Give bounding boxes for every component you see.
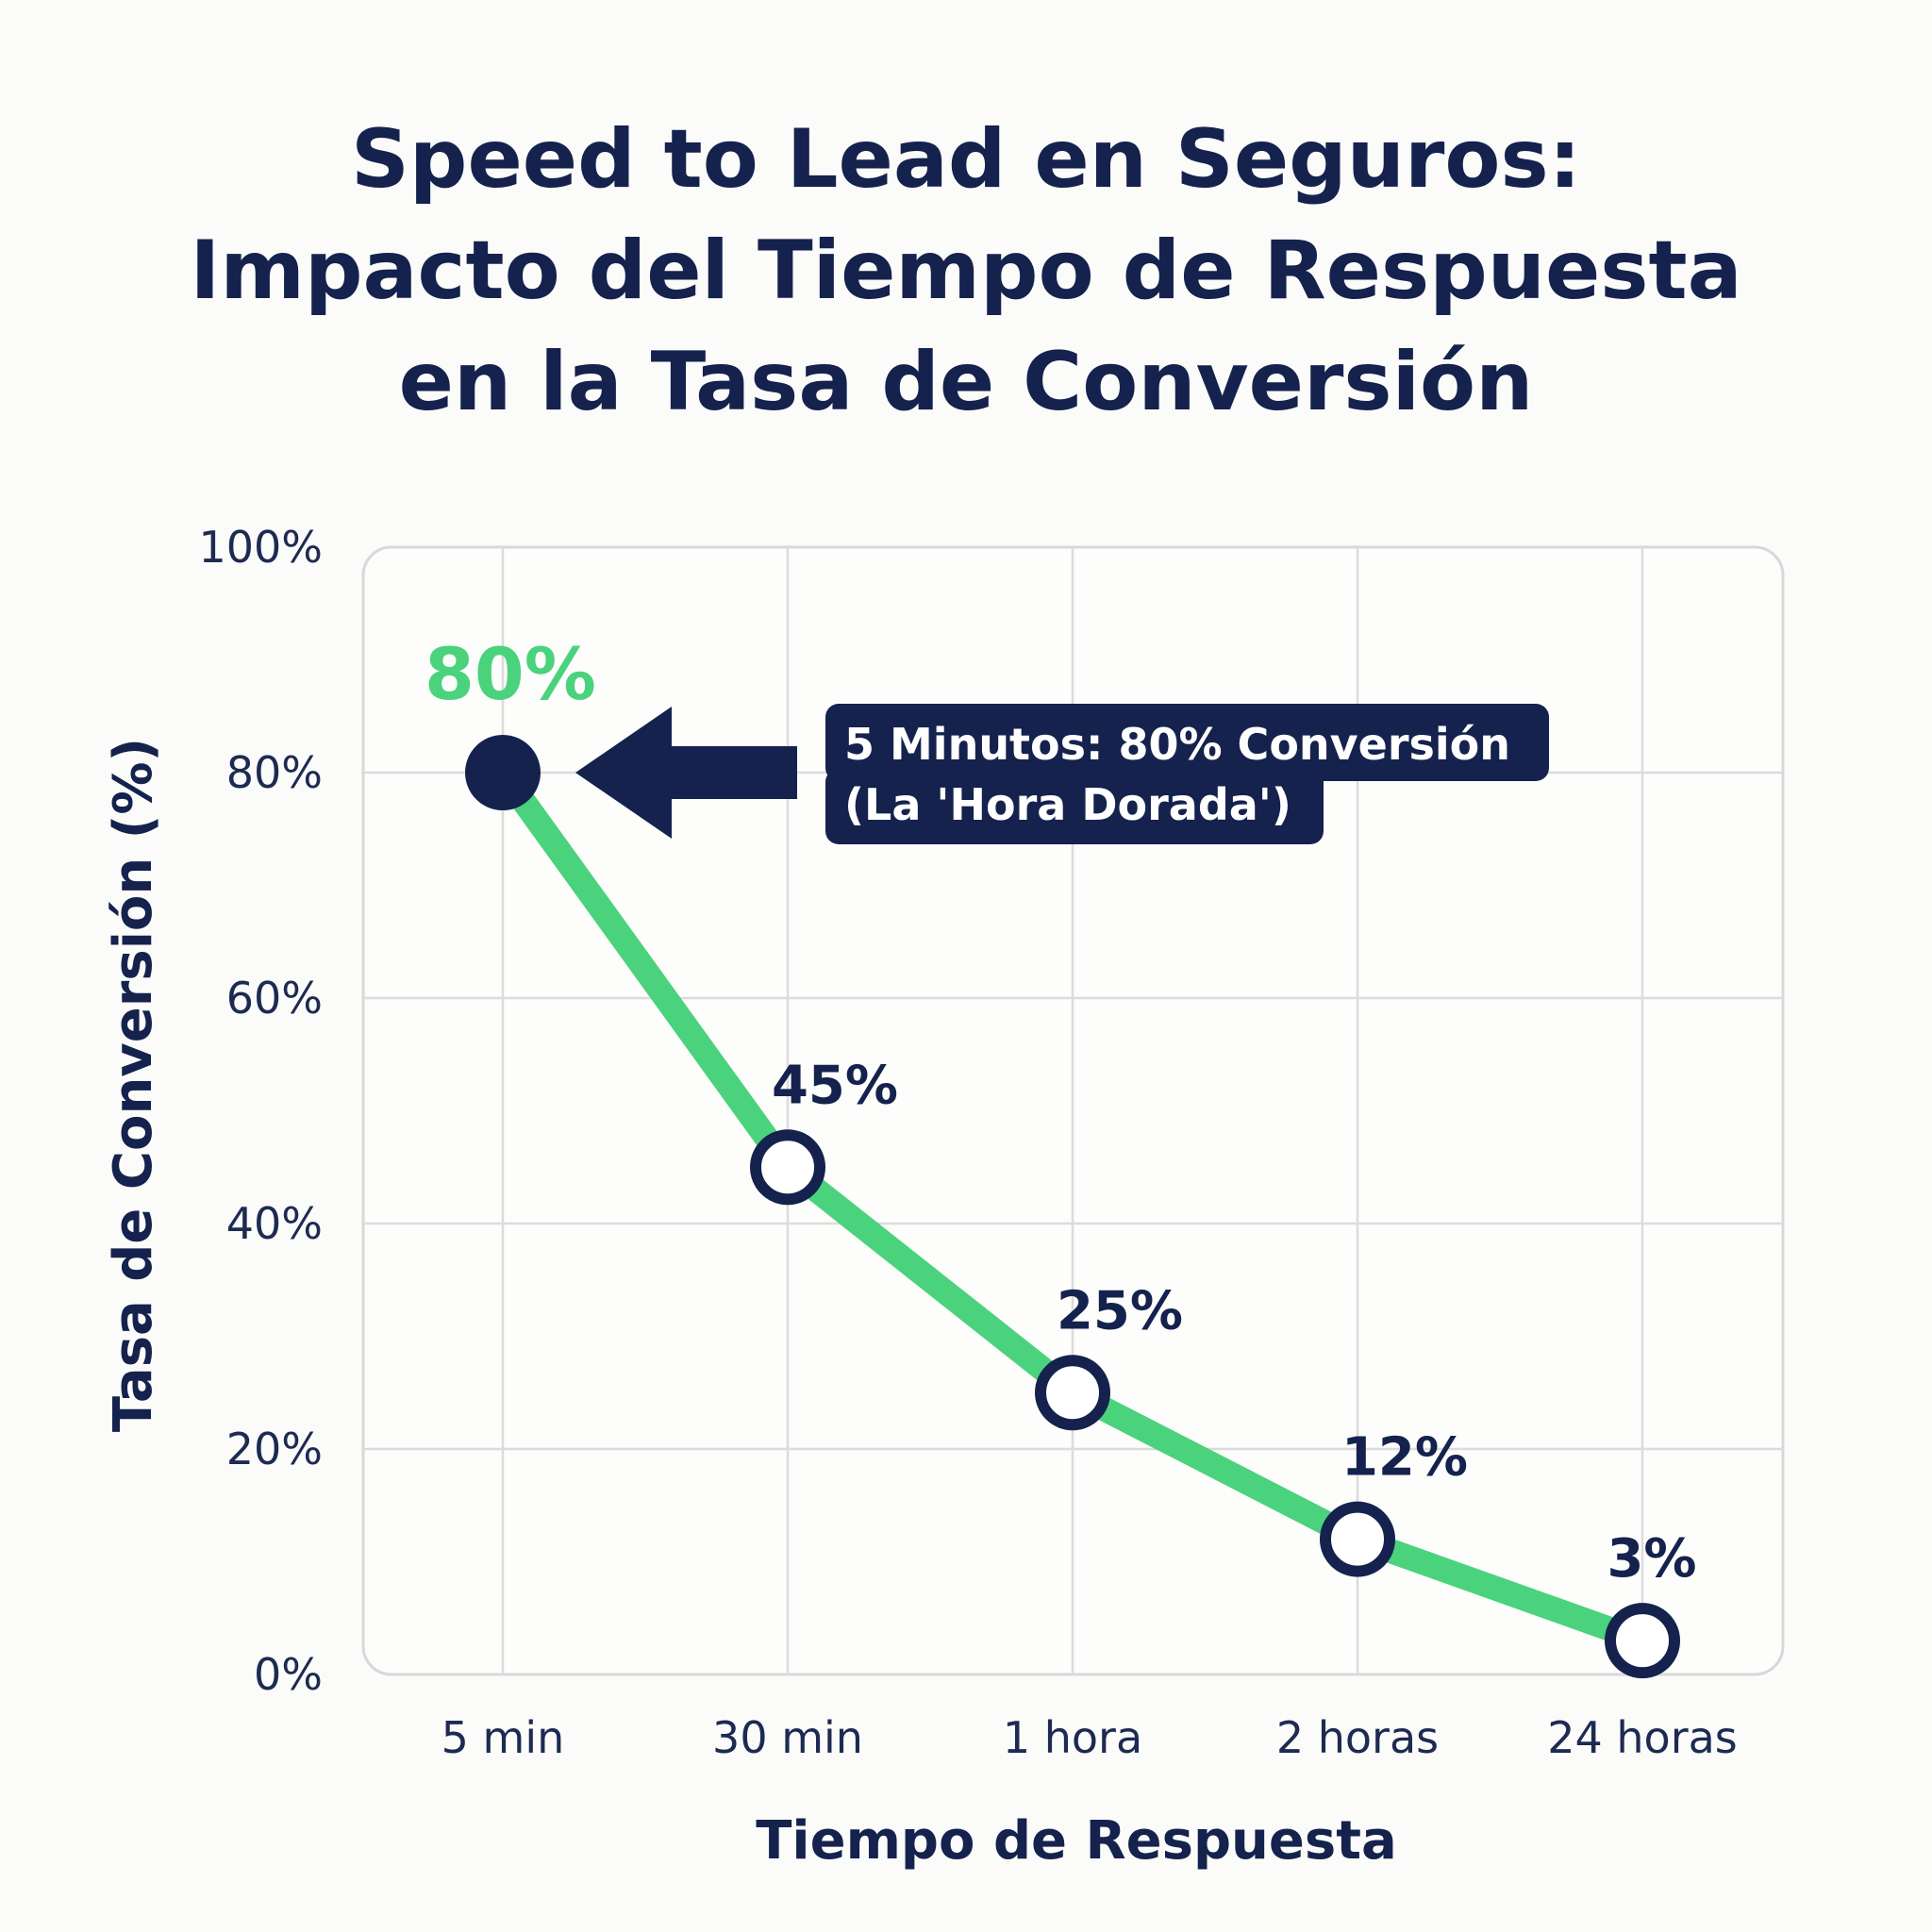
- annotation-text-line-1: 5 Minutos: 80% Conversión: [844, 719, 1510, 770]
- data-point: [1035, 1355, 1110, 1431]
- y-axis-title: Tasa de Conversión (%): [103, 738, 164, 1432]
- x-tick-label: 24 horas: [1547, 1712, 1738, 1763]
- x-tick-label: 2 horas: [1276, 1712, 1439, 1763]
- data-point: [1605, 1603, 1680, 1679]
- chart-title-line-2: Impacto del Tiempo de Respuesta: [190, 224, 1741, 318]
- data-point: [1320, 1501, 1395, 1577]
- annotation-arrow: [575, 707, 797, 839]
- chart-title: Speed to Lead en Seguros: Impacto del Ti…: [190, 112, 1741, 429]
- data-label: 3%: [1607, 1528, 1696, 1590]
- series-conversion: [465, 735, 1680, 1679]
- x-tick-label: 30 min: [712, 1712, 863, 1763]
- y-axis-ticks: 0% 20% 40% 60% 80% 100%: [198, 522, 323, 1700]
- callout-box-line-1: [825, 704, 1549, 781]
- annotation-text-line-2: (La 'Hora Dorada'): [844, 779, 1291, 830]
- data-label: 80%: [425, 632, 596, 716]
- data-label: 25%: [1057, 1280, 1183, 1341]
- y-tick-label: 20%: [226, 1424, 323, 1474]
- y-tick-label: 100%: [198, 522, 323, 573]
- data-label: 45%: [772, 1055, 898, 1116]
- data-point-highlight: [465, 735, 541, 810]
- y-tick-label: 0%: [254, 1649, 323, 1700]
- data-point: [750, 1129, 825, 1206]
- data-labels: 80% 45% 25% 12% 3%: [425, 632, 1697, 1590]
- annotation-callout: 5 Minutos: 80% Conversión (La 'Hora Dorad…: [575, 704, 1549, 844]
- x-axis-ticks: 5 min 30 min 1 hora 2 horas 24 horas: [441, 1712, 1738, 1763]
- callout-box-line-2: [825, 769, 1324, 844]
- y-tick-label: 40%: [226, 1198, 323, 1249]
- data-label: 12%: [1341, 1427, 1468, 1489]
- chart-title-line-3: en la Tasa de Conversión: [399, 335, 1534, 429]
- x-tick-label: 5 min: [441, 1712, 565, 1763]
- y-tick-label: 80%: [226, 747, 323, 798]
- x-axis-title: Tiempo de Respuesta: [756, 1810, 1397, 1872]
- y-tick-label: 60%: [226, 973, 323, 1024]
- x-tick-label: 1 hora: [1003, 1712, 1142, 1763]
- chart-title-line-1: Speed to Lead en Seguros:: [351, 112, 1581, 207]
